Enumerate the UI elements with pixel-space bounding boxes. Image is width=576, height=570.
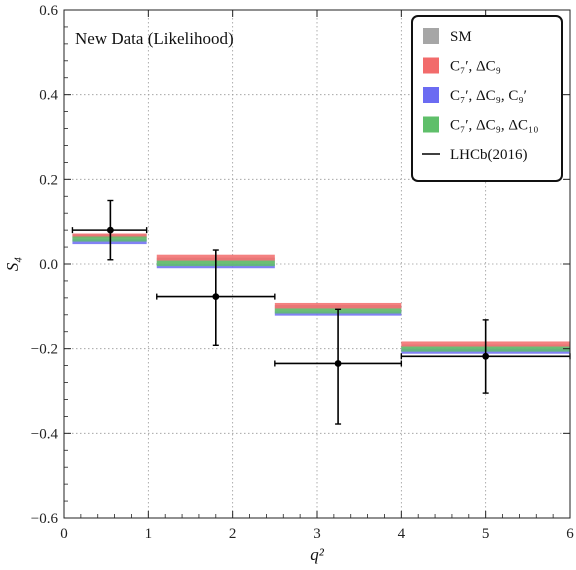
legend: SM C₇′, ΔC₉ C₇′, ΔC₉, C₉′ C₇′, ΔC₉, ΔC₁₀ LHC… bbox=[411, 15, 563, 182]
legend-label: SM bbox=[450, 29, 472, 45]
legend-label: LHCb(2016) bbox=[450, 147, 528, 163]
data-point bbox=[334, 360, 342, 367]
grid-lines bbox=[64, 10, 570, 518]
y-tick-label: 0.4 bbox=[39, 88, 58, 104]
x-tick-label: 2 bbox=[229, 526, 237, 542]
data-point bbox=[106, 226, 114, 234]
legend-label: C₇′, ΔC₉, ΔC₁₀ bbox=[450, 118, 539, 134]
lhcb-data-points bbox=[71, 199, 571, 425]
x-tick-label: 6 bbox=[566, 526, 574, 542]
legend-swatch bbox=[423, 116, 439, 133]
legend-swatch bbox=[423, 57, 439, 74]
band-c-c- bbox=[72, 233, 147, 238]
band-c-c-c- bbox=[72, 239, 147, 245]
y-tick-label: −0.6 bbox=[31, 511, 59, 527]
y-axis-label: S₄ bbox=[3, 257, 22, 272]
y-tick-label: −0.2 bbox=[31, 342, 58, 358]
x-tick-label: 1 bbox=[145, 526, 153, 542]
x-tick-label: 3 bbox=[313, 526, 321, 542]
x-tick-label: 0 bbox=[60, 526, 68, 542]
band-c-c-c- bbox=[72, 236, 147, 242]
prediction-bands bbox=[72, 233, 570, 354]
legend-swatch bbox=[423, 87, 439, 103]
axis-ticks: 0 1 2 3 4 5 6 −0.6 −0.4 −0.2 0.0 0.2 0.4 0.6 bbox=[31, 3, 574, 542]
y-tick-label: −0.4 bbox=[31, 426, 59, 442]
chart-annotation: New Data (Likelihood) bbox=[75, 29, 234, 48]
x-axis-label: q² bbox=[310, 545, 325, 564]
legend-label: C₇′, ΔC₉, C₉′ bbox=[450, 88, 527, 104]
y-tick-label: 0.0 bbox=[39, 257, 58, 273]
data-point bbox=[212, 293, 220, 300]
legend-box bbox=[411, 15, 563, 182]
x-tick-label: 4 bbox=[398, 526, 406, 542]
y-tick-label: 0.2 bbox=[39, 172, 58, 188]
x-tick-label: 5 bbox=[482, 526, 490, 542]
legend-swatch bbox=[423, 28, 439, 44]
y-tick-label: 0.6 bbox=[39, 3, 58, 19]
legend-label: C₇′, ΔC₉ bbox=[450, 59, 501, 75]
band-c-c- bbox=[274, 302, 402, 309]
data-point bbox=[482, 352, 490, 360]
